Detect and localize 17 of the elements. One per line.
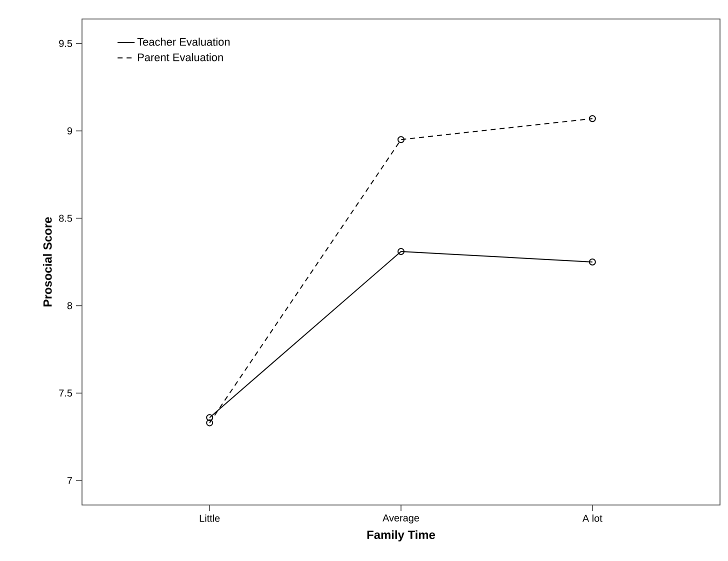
y-tick-label: 7.5: [59, 390, 72, 397]
x-tick-label: A lot: [582, 514, 602, 522]
x-tick-label: Average: [382, 514, 420, 524]
y-tick-label: 9: [67, 127, 72, 134]
y-tick-label: 9.5: [59, 40, 72, 47]
point: [588, 115, 596, 122]
y-tick-label: 8: [67, 302, 72, 310]
y-tick-label: 7: [67, 477, 72, 484]
point: [206, 419, 214, 426]
legend-label: Parent Evaluation: [138, 53, 223, 62]
legend-label: Teacher Evaluation: [137, 38, 230, 46]
y-tick-label: 8.5: [59, 214, 72, 222]
point: [398, 136, 405, 144]
point: [398, 248, 405, 255]
x-tick-label: Little: [200, 514, 220, 522]
x-axis-title: Family Time: [367, 530, 436, 542]
y-axis-title: Prosocial Score: [43, 217, 52, 306]
